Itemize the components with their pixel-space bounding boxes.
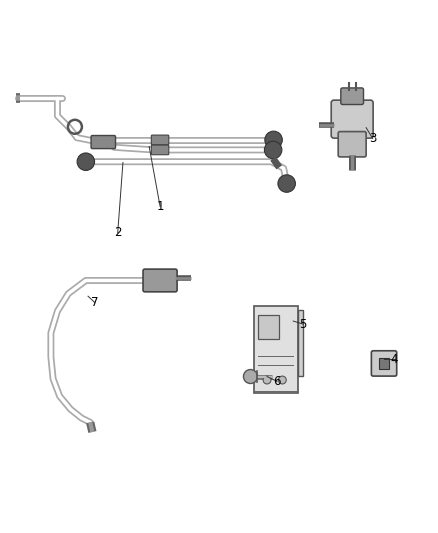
Bar: [297, 310, 303, 376]
Text: 2: 2: [114, 227, 121, 239]
FancyBboxPatch shape: [338, 132, 366, 157]
FancyBboxPatch shape: [341, 88, 364, 104]
Bar: [258, 314, 279, 338]
Circle shape: [279, 376, 286, 384]
FancyBboxPatch shape: [331, 100, 373, 138]
FancyBboxPatch shape: [151, 145, 169, 155]
FancyBboxPatch shape: [91, 135, 116, 149]
Text: 1: 1: [156, 200, 164, 213]
Text: 5: 5: [300, 318, 307, 330]
Circle shape: [265, 141, 282, 159]
FancyBboxPatch shape: [143, 269, 177, 292]
Bar: [254, 306, 297, 393]
FancyBboxPatch shape: [151, 135, 169, 144]
Circle shape: [244, 369, 258, 384]
Circle shape: [77, 153, 95, 171]
Text: 7: 7: [91, 296, 98, 309]
Text: 3: 3: [369, 132, 376, 145]
Text: 4: 4: [391, 353, 398, 366]
Circle shape: [278, 175, 295, 192]
Circle shape: [263, 376, 271, 384]
Bar: [379, 358, 389, 369]
Text: 6: 6: [273, 375, 281, 388]
FancyBboxPatch shape: [371, 351, 397, 376]
Circle shape: [265, 131, 283, 149]
